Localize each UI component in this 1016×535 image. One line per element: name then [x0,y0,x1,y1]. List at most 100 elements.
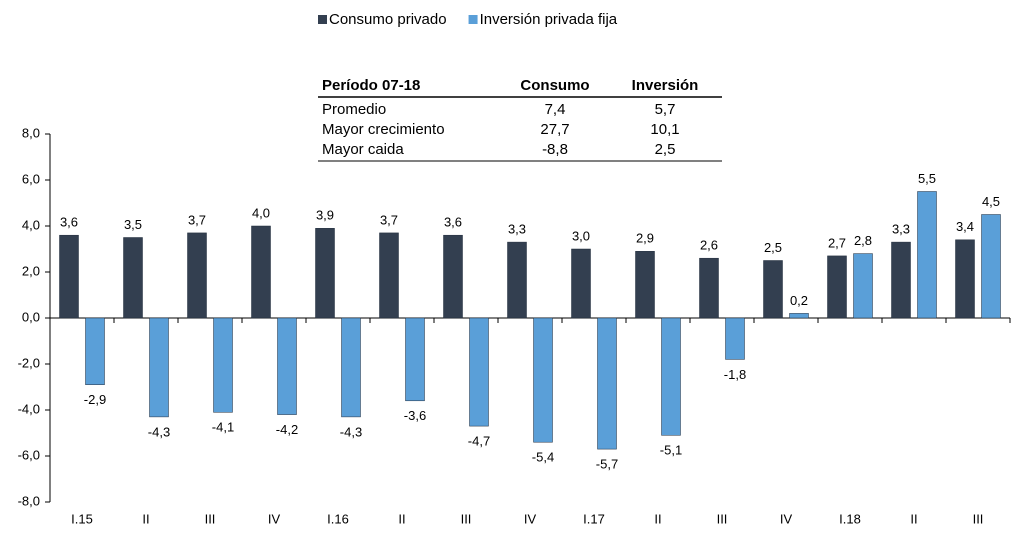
y-tick-label: -8,0 [18,493,40,508]
value-label: 3,9 [316,208,334,223]
value-label: 2,8 [854,233,872,248]
table-cell: Promedio [322,101,386,118]
y-tick-label: -4,0 [18,401,40,416]
bar [853,253,873,319]
value-label: 3,6 [60,215,78,230]
table-cell: 10,1 [650,121,679,138]
value-label: 3,7 [380,212,398,227]
bar [763,260,783,319]
bar [827,255,847,319]
bar [277,317,297,415]
value-label: -1,8 [724,367,746,382]
table-cell: 27,7 [540,121,569,138]
value-label: 3,6 [444,215,462,230]
value-label: -4,3 [148,424,170,439]
table-cell: 5,7 [655,101,676,118]
legend-swatch [468,15,478,24]
value-label: 3,4 [956,219,974,234]
table-header: Inversión [632,77,699,94]
x-tick-label: III [717,511,728,526]
legend-swatch [318,15,327,24]
value-label: -4,3 [340,424,362,439]
x-tick-label: II [654,511,661,526]
x-tick-label: I.16 [327,511,349,526]
bar [597,317,617,450]
y-tick-label: 8,0 [22,125,40,140]
bar [725,317,745,360]
y-tick-label: 0,0 [22,309,40,324]
table-header: Período 07-18 [322,77,420,94]
bar [789,313,809,319]
bar [891,241,911,319]
x-tick-label: III [973,511,984,526]
table-cell: Mayor crecimiento [322,121,445,138]
bar [149,317,169,418]
x-tick-label: I.15 [71,511,93,526]
x-tick-label: IV [524,511,537,526]
x-tick-label: II [142,511,149,526]
bar [251,225,271,319]
value-label: 2,6 [700,238,718,253]
bar [187,232,207,319]
y-tick-label: 4,0 [22,217,40,232]
value-label: 4,0 [252,205,270,220]
x-tick-label: III [205,511,216,526]
y-tick-label: -2,0 [18,355,40,370]
x-tick-label: IV [780,511,793,526]
table-cell: 2,5 [655,141,676,158]
y-tick-label: 6,0 [22,171,40,186]
value-label: 3,0 [572,228,590,243]
summary-table: Período 07-18 Consumo Inversión Promedio 7,4… [318,77,722,162]
value-label: -2,9 [84,392,106,407]
x-tick-label: II [398,511,405,526]
bar [213,317,233,413]
value-label: -5,1 [660,443,682,458]
value-label: 2,7 [828,235,846,250]
x-tick-label: I.17 [583,511,605,526]
bar [955,239,975,319]
x-tick-label: III [461,511,472,526]
value-label: -3,6 [404,408,426,423]
bar [533,317,553,443]
x-tick-label: IV [268,511,281,526]
value-label: -5,4 [532,450,554,465]
bar [379,232,399,319]
table-cell: 7,4 [545,101,566,118]
bar [507,241,527,319]
value-label: 3,5 [124,217,142,232]
bar [59,234,79,319]
value-label: 4,5 [982,194,1000,209]
legend-label: Inversión privada fija [480,11,618,28]
bar [699,257,719,319]
bar [315,228,335,319]
value-label: -5,7 [596,457,618,472]
value-label: -4,1 [212,420,234,435]
bar [123,237,143,319]
bar [85,317,105,385]
bar [405,317,425,402]
bar [661,317,681,436]
bar [917,191,937,319]
y-tick-label: -6,0 [18,447,40,462]
bar [443,234,463,319]
value-label: 2,5 [764,240,782,255]
value-label: 5,5 [918,171,936,186]
bar [341,317,361,418]
x-tick-label: II [910,511,917,526]
value-label: 3,3 [508,222,526,237]
table-header: Consumo [520,77,589,94]
bar [469,317,489,427]
value-label: 3,7 [188,212,206,227]
x-tick-label: I.18 [839,511,861,526]
y-tick-label: 2,0 [22,263,40,278]
value-label: 0,2 [790,293,808,308]
value-label: -4,7 [468,434,490,449]
legend-label: Consumo privado [329,11,447,28]
value-label: -4,2 [276,422,298,437]
value-label: 3,3 [892,222,910,237]
table-cell: -8,8 [542,141,568,158]
table-cell: Mayor caida [322,141,404,158]
value-label: 2,9 [636,231,654,246]
bar [571,248,591,319]
